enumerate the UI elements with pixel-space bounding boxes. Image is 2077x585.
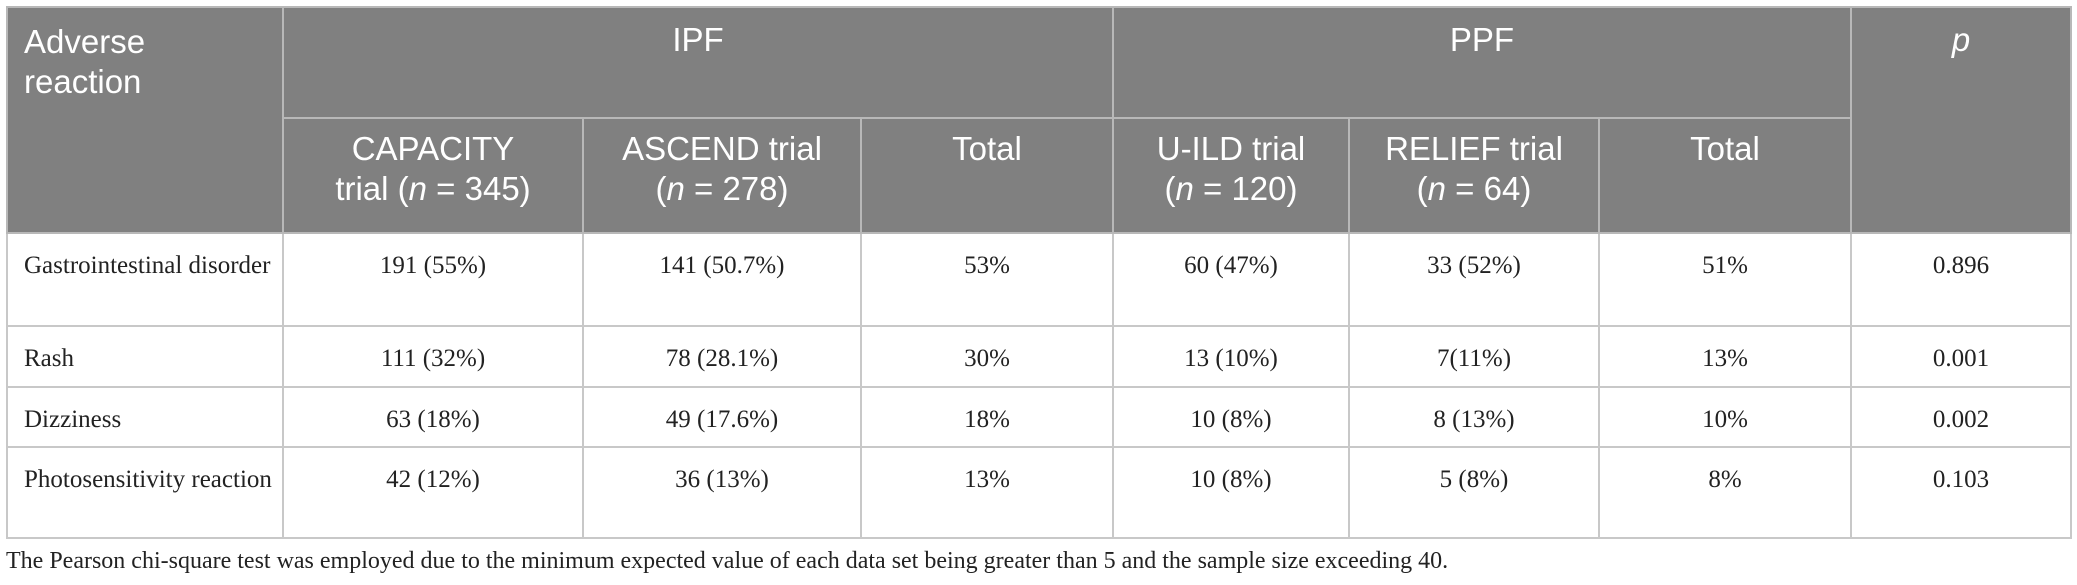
header-line2: trial (n = 345)	[284, 169, 582, 209]
header-relief-trial: RELIEF trial (n = 64)	[1348, 116, 1600, 235]
row-label: Photosensitivity reaction	[6, 446, 284, 539]
header-line2: (n = 64)	[1350, 169, 1598, 209]
table-cell: 111 (32%)	[282, 325, 584, 388]
header-n: n	[1175, 169, 1194, 207]
table-cell: 13%	[1598, 325, 1852, 388]
table-cell: 33 (52%)	[1348, 232, 1600, 327]
header-line1: U-ILD trial	[1156, 129, 1306, 167]
table-footnote: The Pearson chi-square test was employed…	[6, 548, 1449, 574]
adverse-reactions-table: Adverse reaction IPF PPF p CAPACITY tria…	[6, 6, 2072, 539]
header-ppf: PPF	[1112, 6, 1852, 119]
table-cell: 49 (17.6%)	[582, 386, 862, 448]
table-row: Gastrointestinal disorder 191 (55%) 141 …	[6, 232, 2072, 327]
table-cell: 0.002	[1850, 386, 2072, 448]
table-row: Photosensitivity reaction 42 (12%) 36 (1…	[6, 446, 2072, 539]
header-n: n	[1427, 169, 1447, 207]
row-label: Dizziness	[6, 386, 284, 448]
header-ppf-total: Total	[1598, 116, 1852, 235]
table-cell: 63 (18%)	[282, 386, 584, 448]
table-cell: 30%	[860, 325, 1114, 388]
table-row: Rash 111 (32%) 78 (28.1%) 30% 13 (10%) 7…	[6, 325, 2072, 388]
header-line2: (n = 278)	[584, 169, 860, 209]
header-text: = 278)	[684, 169, 789, 207]
header-line1: ASCEND trial	[622, 129, 822, 167]
header-line1: RELIEF trial	[1385, 129, 1563, 167]
header-ipf: IPF	[282, 6, 1114, 119]
header-line1: CAPACITY	[351, 129, 515, 167]
table-cell: 51%	[1598, 232, 1852, 327]
header-u-ild-trial: U-ILD trial (n = 120)	[1112, 116, 1350, 235]
header-text: (	[1164, 169, 1176, 207]
header-line1: Total	[952, 129, 1022, 167]
table-cell: 0.001	[1850, 325, 2072, 388]
header-ascend-trial: ASCEND trial (n = 278)	[582, 116, 862, 235]
header-ipf-total: Total	[860, 116, 1114, 235]
table-cell: 10%	[1598, 386, 1852, 448]
table-cell: 191 (55%)	[282, 232, 584, 327]
header-n: n	[408, 169, 428, 207]
table-cell: 10 (8%)	[1112, 386, 1350, 448]
table-cell: 0.896	[1850, 232, 2072, 327]
table-cell: 0.103	[1850, 446, 2072, 539]
table-cell: 36 (13%)	[582, 446, 862, 539]
row-label: Rash	[6, 325, 284, 388]
header-n: n	[666, 169, 685, 207]
table-cell: 13%	[860, 446, 1114, 539]
header-capacity-trial: CAPACITY trial (n = 345)	[282, 116, 584, 235]
header-adverse-reaction: Adverse reaction	[6, 6, 284, 234]
header-text: = 64)	[1446, 169, 1532, 207]
table-cell: 8 (13%)	[1348, 386, 1600, 448]
table-cell: 141 (50.7%)	[582, 232, 862, 327]
table-cell: 78 (28.1%)	[582, 325, 862, 388]
table-cell: 5 (8%)	[1348, 446, 1600, 539]
results-table-container: Adverse reaction IPF PPF p CAPACITY tria…	[6, 6, 2072, 539]
header-text: = 345)	[427, 169, 531, 207]
header-text: trial (	[335, 169, 409, 207]
table-cell: 10 (8%)	[1112, 446, 1350, 539]
table-cell: 8%	[1598, 446, 1852, 539]
table-cell: 42 (12%)	[282, 446, 584, 539]
table-cell: 60 (47%)	[1112, 232, 1350, 327]
table-row: Dizziness 63 (18%) 49 (17.6%) 18% 10 (8%…	[6, 386, 2072, 448]
header-text: (	[1416, 169, 1428, 207]
table-cell: 13 (10%)	[1112, 325, 1350, 388]
row-label: Gastrointestinal disorder	[6, 232, 284, 327]
table-cell: 53%	[860, 232, 1114, 327]
header-p-value: p	[1850, 6, 2072, 234]
header-text: = 120)	[1193, 169, 1298, 207]
header-line1: Total	[1690, 129, 1760, 167]
table-cell: 18%	[860, 386, 1114, 448]
table-cell: 7(11%)	[1348, 325, 1600, 388]
header-text: (	[655, 169, 667, 207]
header-line2: (n = 120)	[1114, 169, 1348, 209]
